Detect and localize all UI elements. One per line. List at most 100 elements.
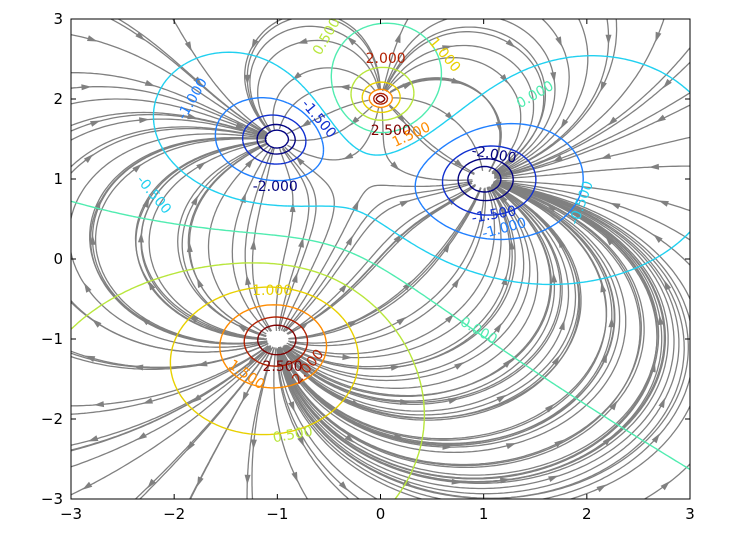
- streamline: [283, 181, 472, 333]
- streamline-arrow: [81, 84, 92, 91]
- streamline-arrow: [557, 237, 565, 248]
- streamline-arrow: [655, 31, 662, 43]
- y-tick-label: 2: [53, 90, 63, 108]
- streamline: [494, 19, 570, 175]
- streamline-arrow: [548, 475, 559, 482]
- streamline-arrow: [289, 202, 296, 213]
- streamline-arrow: [342, 354, 353, 361]
- streamline: [89, 137, 268, 345]
- streamline: [280, 182, 615, 447]
- streamline-arrow: [244, 474, 251, 485]
- contour-label: 2.500: [371, 123, 411, 139]
- streamline: [71, 343, 268, 370]
- streamline-arrow: [350, 116, 360, 126]
- streamline-arrow: [442, 45, 453, 51]
- contour-level--1_5: [241, 114, 537, 216]
- streamline-arrow: [197, 476, 204, 487]
- streamline: [279, 183, 607, 441]
- contour-lines: [71, 22, 690, 499]
- streamline-arrow: [193, 76, 203, 86]
- contour-level--2_5: [264, 129, 502, 193]
- streamline: [278, 181, 660, 480]
- streamline-arrow: [196, 161, 206, 170]
- streamline: [71, 86, 269, 137]
- x-tick-label: −1: [266, 505, 288, 523]
- streamline: [495, 92, 690, 178]
- streamline-arrow: [136, 432, 147, 441]
- streamline-arrow: [288, 401, 295, 412]
- streamline: [279, 182, 627, 454]
- x-tick-label: 1: [479, 505, 489, 523]
- streamline: [71, 345, 269, 407]
- streamline-arrow: [605, 34, 612, 45]
- streamline-arrow: [87, 35, 98, 42]
- streamline-arrow: [291, 471, 298, 483]
- streamline: [189, 346, 274, 499]
- streamline-arrow: [295, 156, 305, 166]
- streamline-arrow: [545, 403, 555, 413]
- streamline: [284, 186, 525, 378]
- streamline: [71, 345, 269, 415]
- streamline: [287, 185, 476, 335]
- streamline: [282, 184, 563, 405]
- streamline-arrow: [301, 119, 311, 128]
- streamline: [138, 347, 272, 499]
- streamline: [140, 140, 268, 340]
- x-tick-label: 2: [582, 505, 592, 523]
- streamline: [278, 181, 641, 467]
- contour-label: 2.000: [366, 51, 406, 67]
- streamline-arrow: [508, 239, 515, 250]
- streamline: [272, 67, 376, 130]
- streamline-arrow: [555, 36, 562, 47]
- streamline-arrow: [93, 401, 105, 408]
- streamline: [71, 127, 266, 353]
- streamline-arrow: [139, 117, 150, 124]
- streamline-arrow: [90, 120, 101, 127]
- streamline: [276, 348, 361, 499]
- streamline: [288, 188, 485, 344]
- streamline-arrow: [345, 235, 353, 246]
- streamline-arrow: [600, 282, 607, 293]
- streamline: [282, 184, 570, 412]
- streamline-arrow: [448, 398, 459, 404]
- streamline-arrow: [600, 81, 607, 92]
- streamline-arrow: [147, 478, 156, 489]
- streamline-arrow: [83, 154, 94, 163]
- streamline: [71, 98, 267, 137]
- streamline-arrow: [558, 319, 565, 331]
- streamline-arrow: [244, 74, 251, 85]
- streamline: [231, 146, 273, 332]
- streamline: [282, 180, 473, 332]
- contour-level-0_5: [71, 66, 426, 499]
- streamline: [135, 140, 267, 341]
- streamline-arrow: [250, 239, 257, 250]
- streamline: [385, 44, 535, 175]
- contour-label: -2.000: [470, 143, 517, 167]
- streamline-arrow: [600, 153, 612, 159]
- streamline: [277, 181, 680, 495]
- streamline-arrow: [664, 280, 672, 291]
- streamline-arrow: [132, 163, 142, 173]
- streamline-arrow: [605, 236, 614, 246]
- streamline-arrow: [648, 163, 660, 170]
- streamline: [494, 19, 610, 176]
- streamline-arrow: [608, 317, 615, 328]
- y-tick-label: −3: [41, 490, 63, 508]
- streamline-arrow: [390, 161, 400, 171]
- streamline-arrow: [493, 322, 502, 333]
- streamline-arrow: [144, 80, 156, 87]
- streamline-arrow: [84, 282, 92, 293]
- streamline: [207, 145, 270, 335]
- streamline-arrow: [344, 434, 355, 443]
- streamline-arrow: [148, 280, 156, 291]
- streamline-arrow: [191, 195, 198, 206]
- streamline-arrow: [660, 481, 670, 491]
- streamline-arrow: [342, 152, 354, 160]
- streamline: [495, 46, 690, 177]
- streamline-arrow: [451, 277, 460, 288]
- streamline-arrow: [338, 481, 348, 491]
- y-axis: −3 −2 −1 0 1 2 3: [41, 10, 690, 508]
- streamline-arrow: [298, 237, 304, 248]
- streamline-arrow: [140, 316, 150, 326]
- x-tick-label: −2: [163, 505, 185, 523]
